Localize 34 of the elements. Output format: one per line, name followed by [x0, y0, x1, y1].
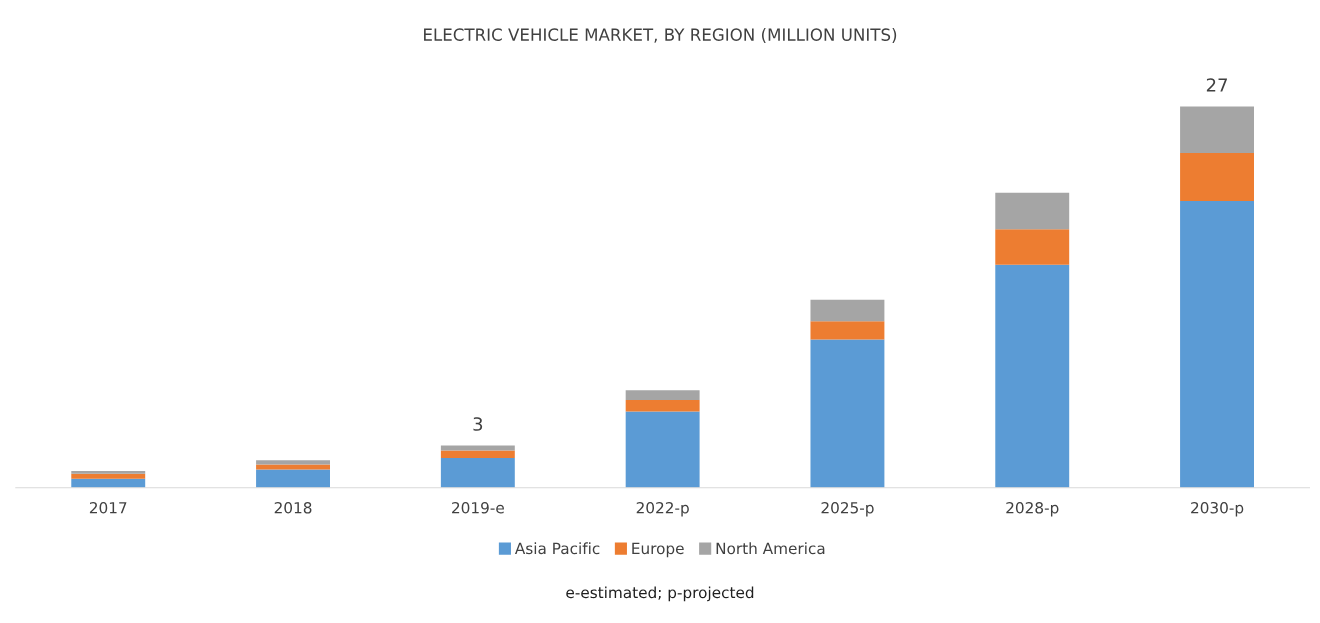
bar [256, 464, 330, 470]
bar [256, 469, 330, 488]
bar [625, 390, 700, 401]
bar [810, 299, 885, 322]
bar [995, 192, 1070, 230]
bar [625, 400, 700, 412]
chart-title: ELECTRIC VEHICLE MARKET, BY REGION (MILLION UNITS) [424, 28, 897, 43]
x-tick-label: 2022-p [636, 501, 689, 517]
bar [1180, 201, 1254, 488]
x-tick-label: 2030-p [1191, 501, 1244, 517]
bar [440, 450, 515, 459]
bar [810, 339, 885, 488]
x-tick-label: 2018 [274, 501, 312, 514]
bar [625, 411, 700, 488]
legend-label: Europe [632, 542, 684, 558]
bar [995, 264, 1070, 488]
legend-label: Asia Pacific [514, 542, 600, 555]
legend-label: North America [716, 542, 825, 555]
bar [995, 229, 1070, 265]
bar [71, 471, 146, 474]
x-tick-label: 2028-p [1006, 501, 1059, 517]
bar [71, 473, 146, 479]
annotation: 27 [1206, 78, 1227, 92]
bar [1180, 106, 1254, 153]
bar [440, 445, 515, 451]
x-tick-label: 2017 [89, 501, 127, 514]
bar [810, 321, 885, 340]
x-tick-label: 2019-e [452, 501, 504, 514]
annotation: 3 [473, 417, 483, 431]
bar [440, 458, 515, 488]
text: e-estimated; p-projected [566, 586, 754, 602]
bar [1180, 152, 1254, 202]
bar [256, 460, 330, 465]
x-tick-label: 2025-p [821, 501, 874, 517]
